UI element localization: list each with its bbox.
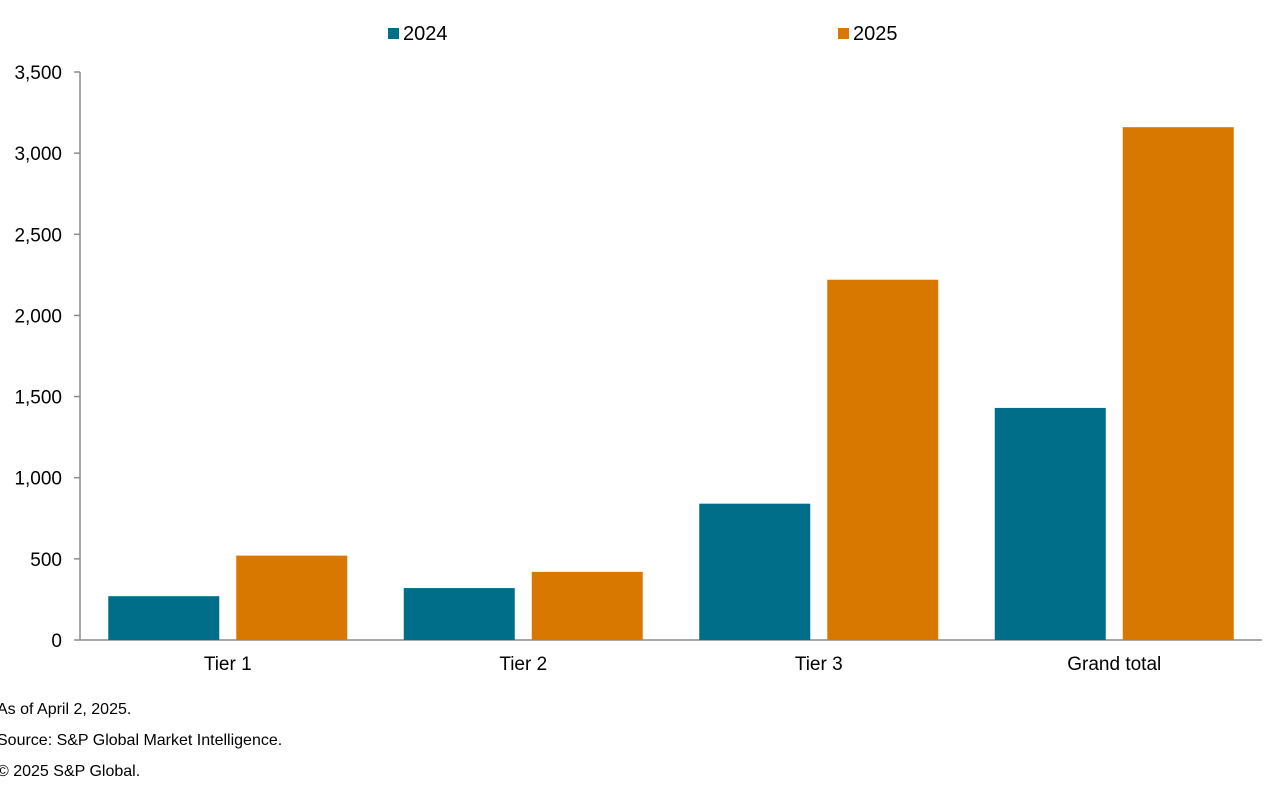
footnote-as-of: As of April 2, 2025. [0, 701, 132, 718]
y-tick-label: 1,500 [14, 388, 62, 409]
bars [108, 127, 1234, 641]
y-tick-label: 1,000 [14, 469, 62, 490]
bar-2024-tier-3 [699, 503, 811, 640]
bar-2025-grand-total [1122, 127, 1234, 641]
bar-2024-tier-2 [403, 588, 515, 640]
x-category-label: Grand total [1067, 654, 1161, 675]
bar-2024-grand-total [994, 407, 1106, 640]
legend: 2024 2025 [388, 23, 898, 45]
x-category-label: Tier 2 [499, 654, 547, 675]
y-tick-label: 500 [30, 550, 62, 571]
bar-2025-tier-1 [236, 555, 348, 640]
legend-label-2024: 2024 [403, 23, 448, 45]
y-tick-label: 2,000 [14, 306, 62, 327]
bar-2025-tier-3 [827, 279, 939, 640]
legend-swatch-2025 [838, 28, 849, 39]
y-axis: 0 500 1,000 1,500 2,000 2,500 3,000 3,500 [14, 63, 81, 652]
y-tick-label: 3,500 [14, 63, 62, 84]
x-category-label: Tier 3 [795, 654, 843, 675]
bar-2025-tier-2 [531, 571, 643, 640]
bar-2024-tier-1 [108, 596, 220, 640]
footnote-source: Source: S&P Global Market Intelligence. [0, 732, 283, 749]
y-tick-label: 2,500 [14, 225, 62, 246]
x-category-label: Tier 1 [204, 654, 252, 675]
footnotes: As of April 2, 2025. Source: S&P Global … [0, 694, 282, 787]
footnote-copyright: © 2025 S&P Global. [0, 763, 141, 780]
legend-label-2025: 2025 [853, 23, 898, 45]
x-axis: Tier 1 Tier 2 Tier 3 Grand total [80, 639, 1262, 675]
y-tick-label: 0 [51, 631, 62, 652]
legend-swatch-2024 [388, 28, 399, 39]
y-tick-label: 3,000 [14, 144, 62, 165]
bar-chart: 2024 2025 0 500 1,000 1,500 2,000 2,500 3,000 3,… [14, 23, 1262, 675]
